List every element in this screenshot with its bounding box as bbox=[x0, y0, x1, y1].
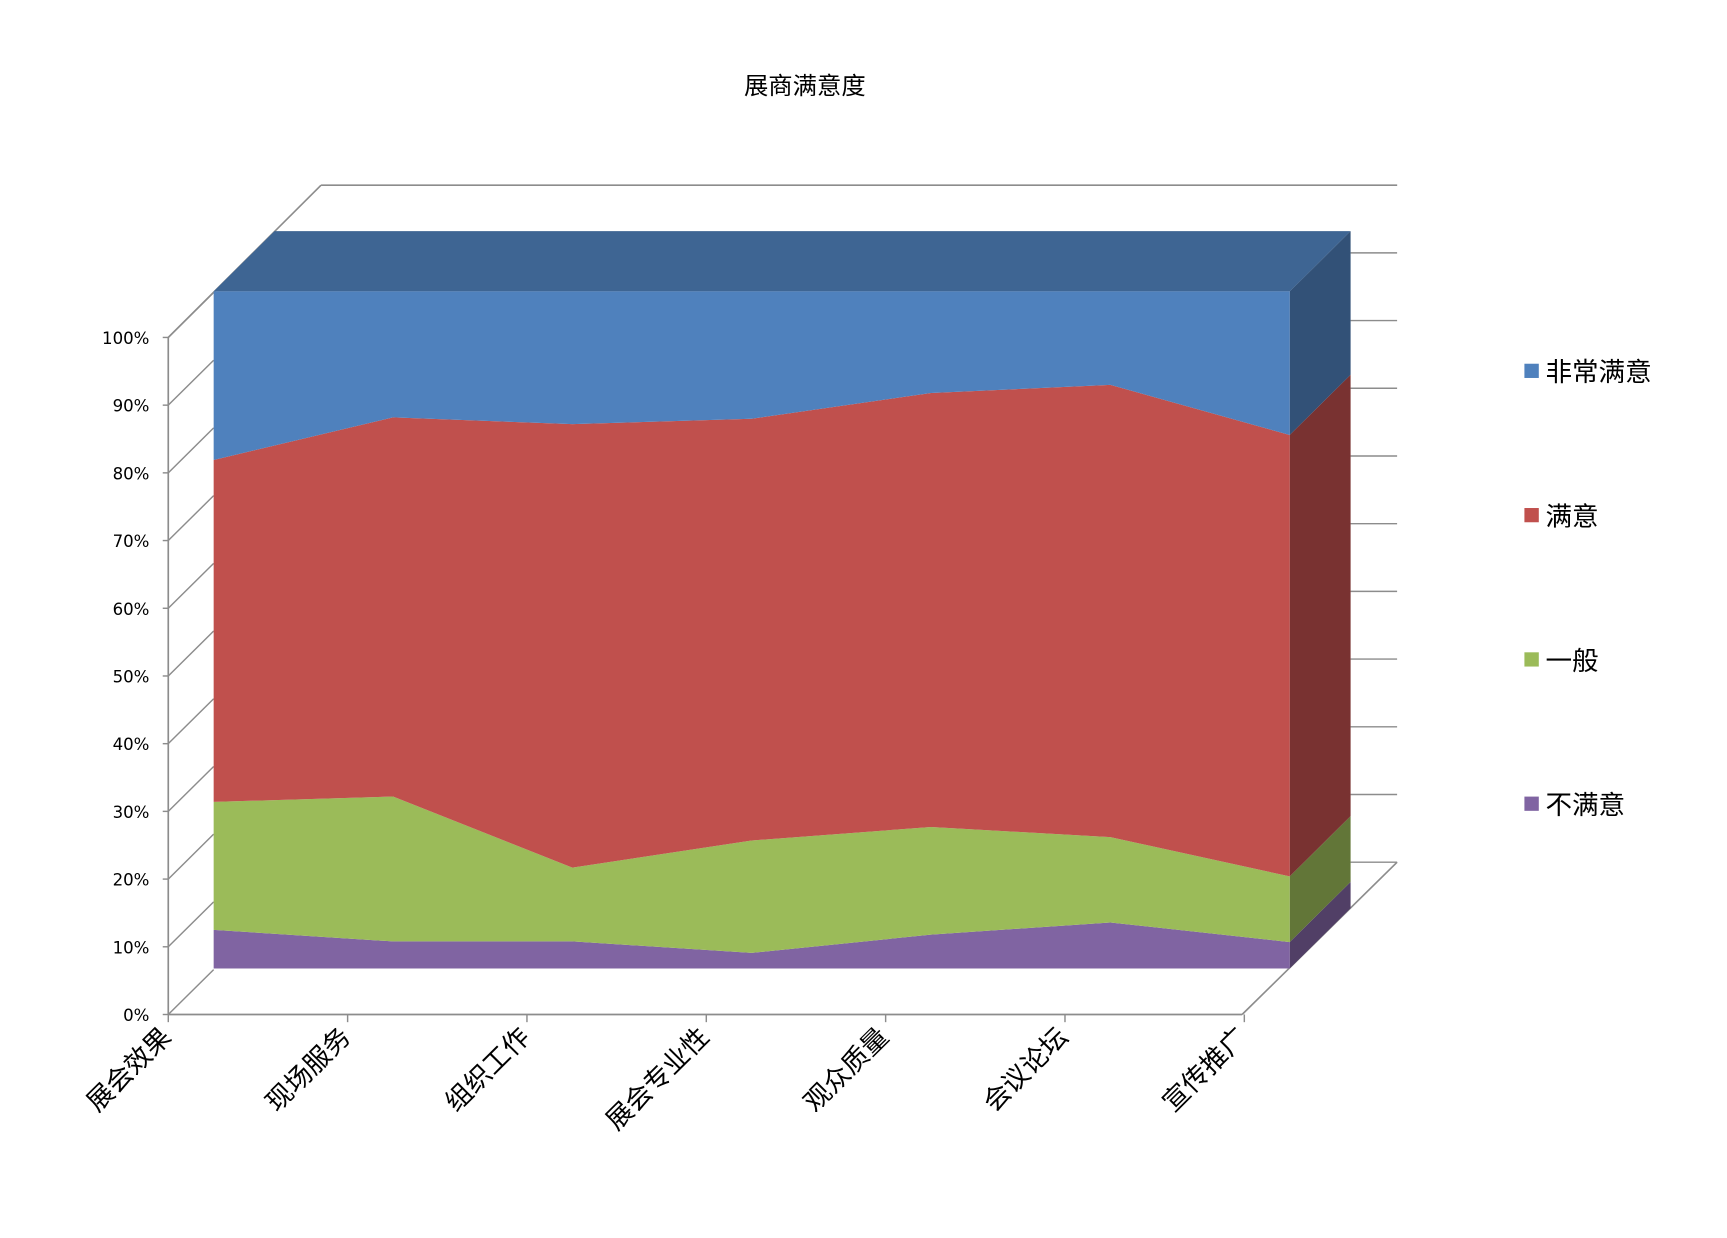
y-tick-label: 100% bbox=[102, 329, 149, 348]
legend-label: 不满意 bbox=[1545, 790, 1625, 821]
x-tick-label: 展会专业性 bbox=[600, 1022, 716, 1137]
y-tick-label: 80% bbox=[113, 465, 150, 484]
side-gridline bbox=[167, 427, 215, 474]
series-area-不满意 bbox=[213, 922, 1290, 969]
legend-swatch bbox=[1524, 652, 1539, 667]
x-tick-label: 宣传推广 bbox=[1157, 1022, 1254, 1118]
y-tick-label: 70% bbox=[113, 532, 150, 551]
legend-label: 满意 bbox=[1545, 502, 1598, 533]
x-tick-label: 展会效果 bbox=[81, 1022, 178, 1118]
side-gridline bbox=[167, 359, 215, 406]
y-axis: 0% 10% 20% 30% 40% 50% 60% 70% 80% 90% 100% bbox=[102, 329, 169, 1025]
x-axis: 展会效果 现场服务 组织工作 展会专业性 观众质量 会议论坛 宣传推广 bbox=[81, 1014, 1254, 1137]
y-tick-label: 10% bbox=[113, 938, 150, 957]
y-tick-label: 60% bbox=[113, 600, 150, 619]
side-gridline bbox=[167, 698, 215, 745]
series-area-非常满意 bbox=[213, 291, 1290, 461]
side-gridline bbox=[167, 562, 215, 609]
series-area-满意 bbox=[213, 384, 1290, 877]
legend-swatch bbox=[1524, 796, 1539, 811]
chart-title: 展商满意度 bbox=[744, 72, 866, 100]
x-tick-label: 组织工作 bbox=[439, 1022, 536, 1118]
legend-swatch bbox=[1524, 363, 1539, 378]
series-side-face-满意 bbox=[1289, 374, 1351, 877]
y-tick-label: 50% bbox=[113, 668, 150, 687]
series-side-face-一般 bbox=[1289, 816, 1351, 943]
y-tick-label: 40% bbox=[113, 735, 150, 754]
side-gridline bbox=[167, 630, 215, 677]
series-top-face bbox=[213, 231, 1351, 292]
series-side-face-非常满意 bbox=[1289, 231, 1351, 435]
side-gridline bbox=[167, 292, 215, 338]
legend-label: 非常满意 bbox=[1545, 357, 1651, 388]
side-gridline bbox=[167, 901, 215, 948]
x-tick-label: 现场服务 bbox=[260, 1022, 357, 1118]
x-tick-label: 会议论坛 bbox=[977, 1022, 1074, 1118]
y-tick-label: 20% bbox=[113, 871, 150, 890]
series-side-face-不满意 bbox=[1289, 881, 1351, 969]
series-area-一般 bbox=[213, 796, 1290, 953]
side-gridline bbox=[167, 495, 215, 542]
side-gridline bbox=[167, 969, 215, 1016]
x-tick-label: 观众质量 bbox=[798, 1022, 895, 1118]
legend-swatch bbox=[1524, 508, 1539, 523]
y-tick-label: 0% bbox=[123, 1006, 149, 1025]
side-gridline bbox=[167, 833, 215, 880]
plot-area bbox=[213, 231, 1351, 969]
y-tick-label: 90% bbox=[113, 397, 150, 416]
side-gridline bbox=[167, 765, 215, 812]
legend-label: 一般 bbox=[1545, 646, 1598, 677]
y-tick-label: 30% bbox=[113, 803, 150, 822]
